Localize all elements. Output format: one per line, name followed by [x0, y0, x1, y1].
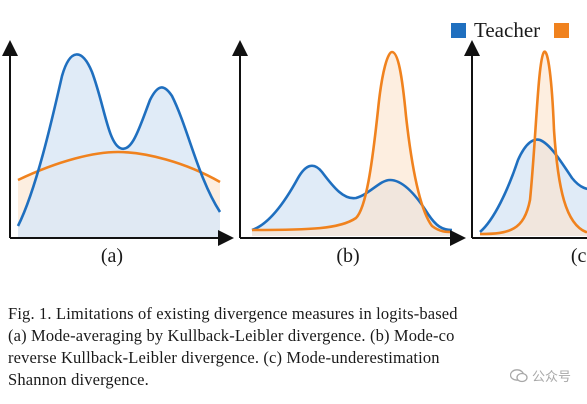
caption-line-2: (a) Mode-averaging by Kullback-Leibler d…: [8, 326, 455, 345]
panel-a-teacher-area: [18, 54, 220, 238]
watermark-text: 公众号: [532, 370, 572, 385]
panel-b-teacher-line: [251, 164, 453, 232]
panel-c-student-line: [479, 50, 587, 236]
wechat-icon: [510, 368, 528, 382]
panel-a: [2, 40, 234, 246]
panel-b-student-area: [252, 52, 452, 236]
divergence-figure: [2, 40, 587, 246]
teacher-legend-label: Teacher: [474, 18, 541, 42]
student-swatch: [554, 22, 570, 38]
panel-a-student-line: [17, 150, 221, 184]
panel-c-label: (c): [570, 245, 587, 267]
caption-line-4: Shannon divergence.: [8, 370, 149, 389]
panel-b: [232, 40, 466, 246]
caption-line-3: reverse Kullback-Leibler divergence. (c)…: [8, 348, 440, 367]
panel-c-teacher-line: [479, 138, 587, 233]
legend: Teacher: [451, 18, 577, 42]
panel-a-teacher-line: [16, 53, 222, 227]
panel-a-label: (a): [100, 245, 124, 267]
watermark: 公众号: [510, 366, 571, 385]
figure-caption: Fig. 1. Limitations of existing divergen…: [8, 303, 587, 391]
teacher-swatch: [451, 22, 466, 38]
panel-b-label: (b): [336, 245, 360, 267]
panel-b-student-line: [251, 50, 453, 234]
panel-c: [472, 50, 587, 239]
caption-line-1: Fig. 1. Limitations of existing divergen…: [8, 304, 458, 323]
